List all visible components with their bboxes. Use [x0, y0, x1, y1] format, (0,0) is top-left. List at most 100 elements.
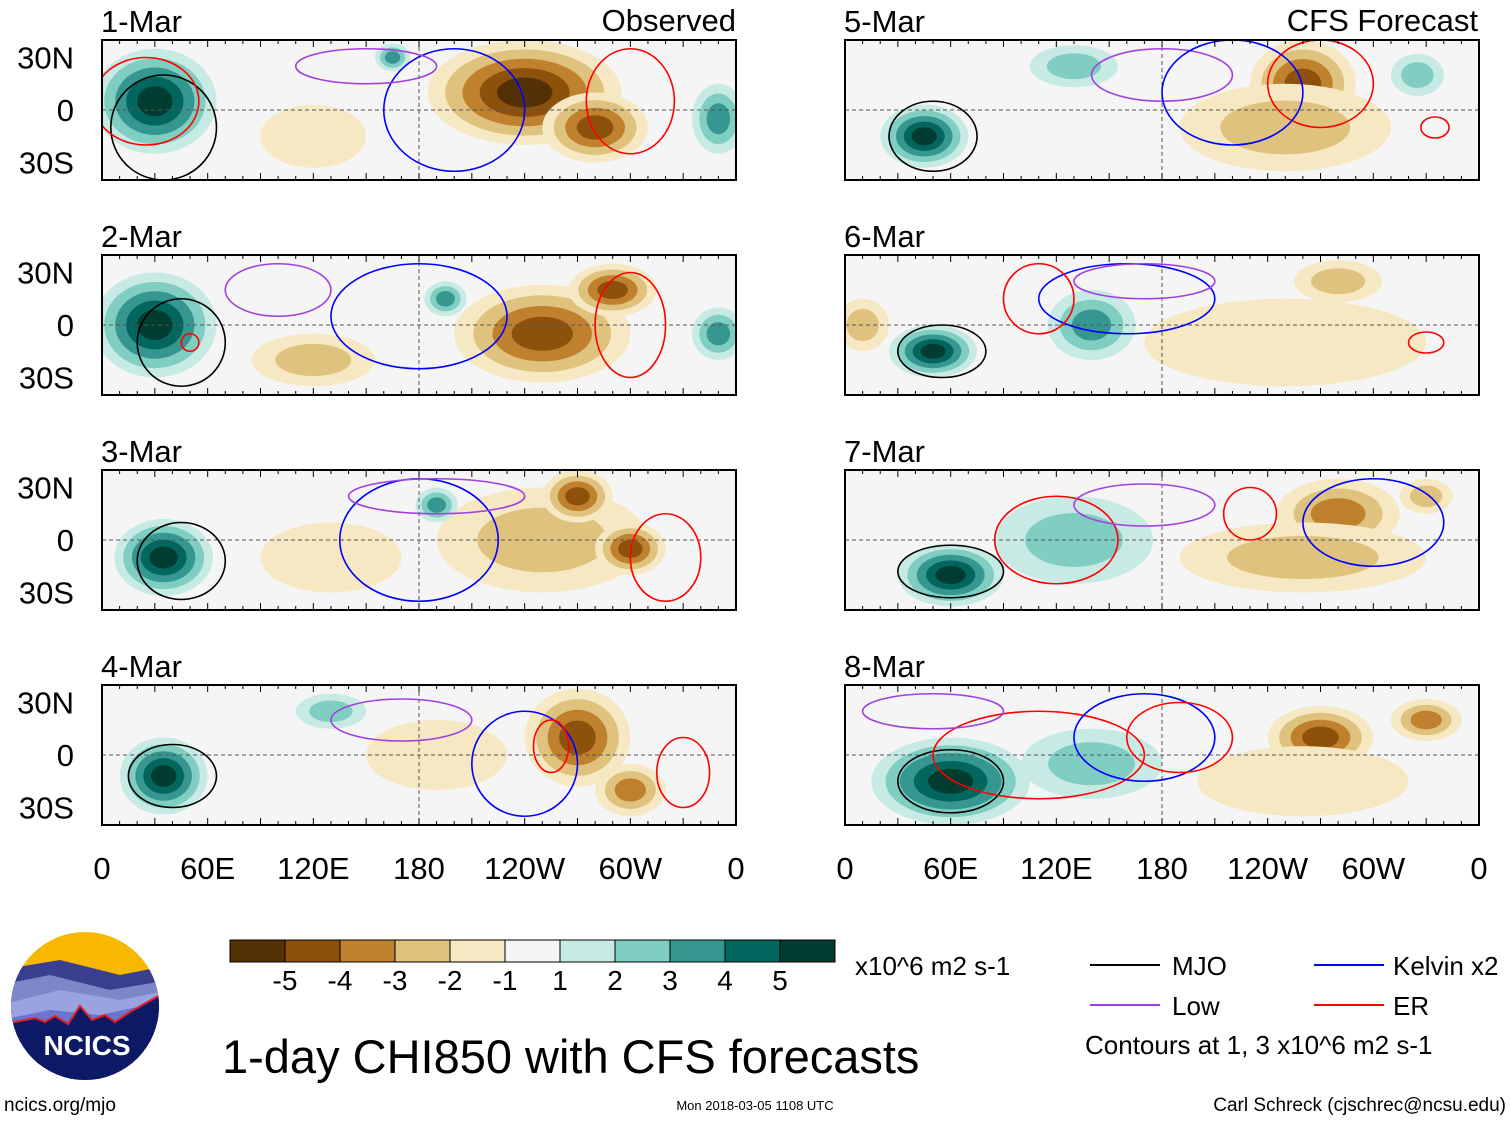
contour-er [102, 56, 200, 146]
contour-low [861, 692, 1005, 730]
contour-low [294, 47, 438, 85]
anomaly-fill [576, 115, 614, 140]
lat-tick-label: 0 [57, 93, 74, 128]
anomaly-fill [260, 522, 402, 593]
panel-date-label: 6-Mar [844, 219, 925, 254]
colorbar: -5 -4 -3 -2 -1 1 2 3 4 5 [229, 939, 836, 996]
lon-tick-label: 0 [1470, 851, 1487, 886]
anomaly-fill [384, 51, 401, 64]
contour-er [932, 710, 1146, 800]
legend-label-kelvin: Kelvin x2 [1393, 951, 1499, 981]
colorbar-swatch [724, 939, 781, 963]
logo-text: NCICS [43, 1030, 130, 1061]
panel-date-label: 3-Mar [101, 434, 182, 469]
colorbar-tick-label: -2 [438, 965, 463, 996]
contour-mjo [888, 100, 978, 173]
anomaly-fill [1310, 498, 1366, 530]
contour-er [655, 736, 711, 809]
lon-tick-label: 180 [393, 851, 445, 886]
lon-tick-label: 120W [1227, 851, 1309, 886]
lat-tick-label: 30N [17, 256, 74, 291]
anomaly-fill [436, 290, 455, 307]
anomaly-fill [427, 497, 447, 513]
panel-date-label: 8-Mar [844, 649, 925, 684]
contour-er [993, 495, 1119, 585]
panel-date-label: 2-Mar [101, 219, 182, 254]
anomaly-fill [137, 86, 173, 117]
colorbar-swatch [669, 939, 726, 963]
units-label: x10^6 m2 s-1 [855, 951, 1010, 981]
panel-3-Mar: 3-Mar 30N 0 30S [17, 434, 737, 611]
lon-tick-label: 60E [180, 851, 235, 886]
anomaly-fill [1025, 513, 1123, 567]
lat-tick-label: 30S [19, 791, 74, 826]
contour-low [330, 698, 473, 742]
contour-mjo [136, 521, 227, 601]
legend-label-low: Low [1172, 991, 1220, 1021]
lon-tick-label: 0 [93, 851, 110, 886]
contour-kelvin [382, 47, 526, 173]
contour-er [1002, 262, 1075, 335]
legend-label-mjo: MJO [1172, 951, 1227, 981]
colorbar-tick-label: -4 [328, 965, 353, 996]
contour-mjo [110, 74, 218, 180]
contour-er [1222, 486, 1278, 541]
anomaly-fill [496, 77, 553, 108]
lat-tick-label: 30N [17, 471, 74, 506]
panel-date-label: 4-Mar [101, 649, 182, 684]
colorbar-tick-label: 4 [717, 965, 733, 996]
contour-er [594, 271, 667, 379]
site-link[interactable]: ncics.org/mjo [4, 1095, 116, 1116]
colorbar-tick-label: -5 [273, 965, 298, 996]
colorbar-swatch [559, 939, 616, 963]
anomaly-fill [911, 127, 937, 146]
contour-mjo [136, 297, 227, 388]
colorbar-swatch [504, 939, 561, 963]
lat-tick-label: 30S [19, 146, 74, 181]
anomaly-fill [1410, 710, 1442, 730]
anomaly-fill [928, 768, 974, 794]
anomaly-fill [706, 103, 731, 135]
anomaly-fill [260, 104, 367, 168]
anomaly-fill [1302, 726, 1339, 749]
lon-tick-label: 0 [727, 851, 744, 886]
anomaly-fill [935, 566, 966, 584]
contour-low [1090, 47, 1234, 103]
contour-note: Contours at 1, 3 x10^6 m2 s-1 [1085, 1030, 1432, 1060]
panel-date-label: 1-Mar [101, 4, 182, 39]
anomaly-fill [559, 720, 596, 755]
panel-date-label: 5-Mar [844, 4, 925, 39]
anomaly-fill [477, 507, 608, 573]
anomaly-fill [565, 487, 590, 506]
contour-er [1125, 701, 1234, 774]
lat-tick-label: 30S [19, 576, 74, 611]
contour-mjo [897, 544, 1005, 599]
panel-6-Mar: 6-Mar [844, 219, 1480, 396]
colorbar-swatch [779, 939, 836, 963]
colorbar-tick-label: 2 [607, 965, 623, 996]
lat-tick-label: 0 [57, 738, 74, 773]
anomaly-fill [511, 316, 573, 351]
panel-8-Mar: 8-Mar [844, 649, 1480, 826]
contour-mjo [127, 743, 218, 809]
anomaly-fill [1048, 742, 1135, 786]
lat-tick-label: 0 [57, 523, 74, 558]
legend-label-er: ER [1393, 991, 1429, 1021]
colorbar-tick-label: 1 [552, 965, 568, 996]
anomaly-fill [309, 700, 353, 723]
anomaly-fill [151, 765, 177, 787]
anomaly-fill [1409, 485, 1443, 508]
ncics-logo: NCICS [11, 932, 159, 1080]
anomaly-fill [614, 778, 646, 802]
anomaly-fill [275, 343, 352, 377]
forecast-label: CFS Forecast [1287, 3, 1479, 38]
panel-2-Mar: 2-Mar 30N 0 30S [17, 219, 737, 396]
panel-date-label: 7-Mar [844, 434, 925, 469]
colorbar-swatch [394, 939, 451, 963]
observed-label: Observed [602, 3, 736, 38]
axis-ticks: 0 60E 120E 180 120W 60W 0 0 60E 120E 180 120W 60W 0 [93, 851, 1487, 886]
colorbar-swatch [339, 939, 396, 963]
lon-tick-label: 60W [1341, 851, 1405, 886]
contour-low [1073, 483, 1216, 527]
contour-er [585, 47, 676, 155]
